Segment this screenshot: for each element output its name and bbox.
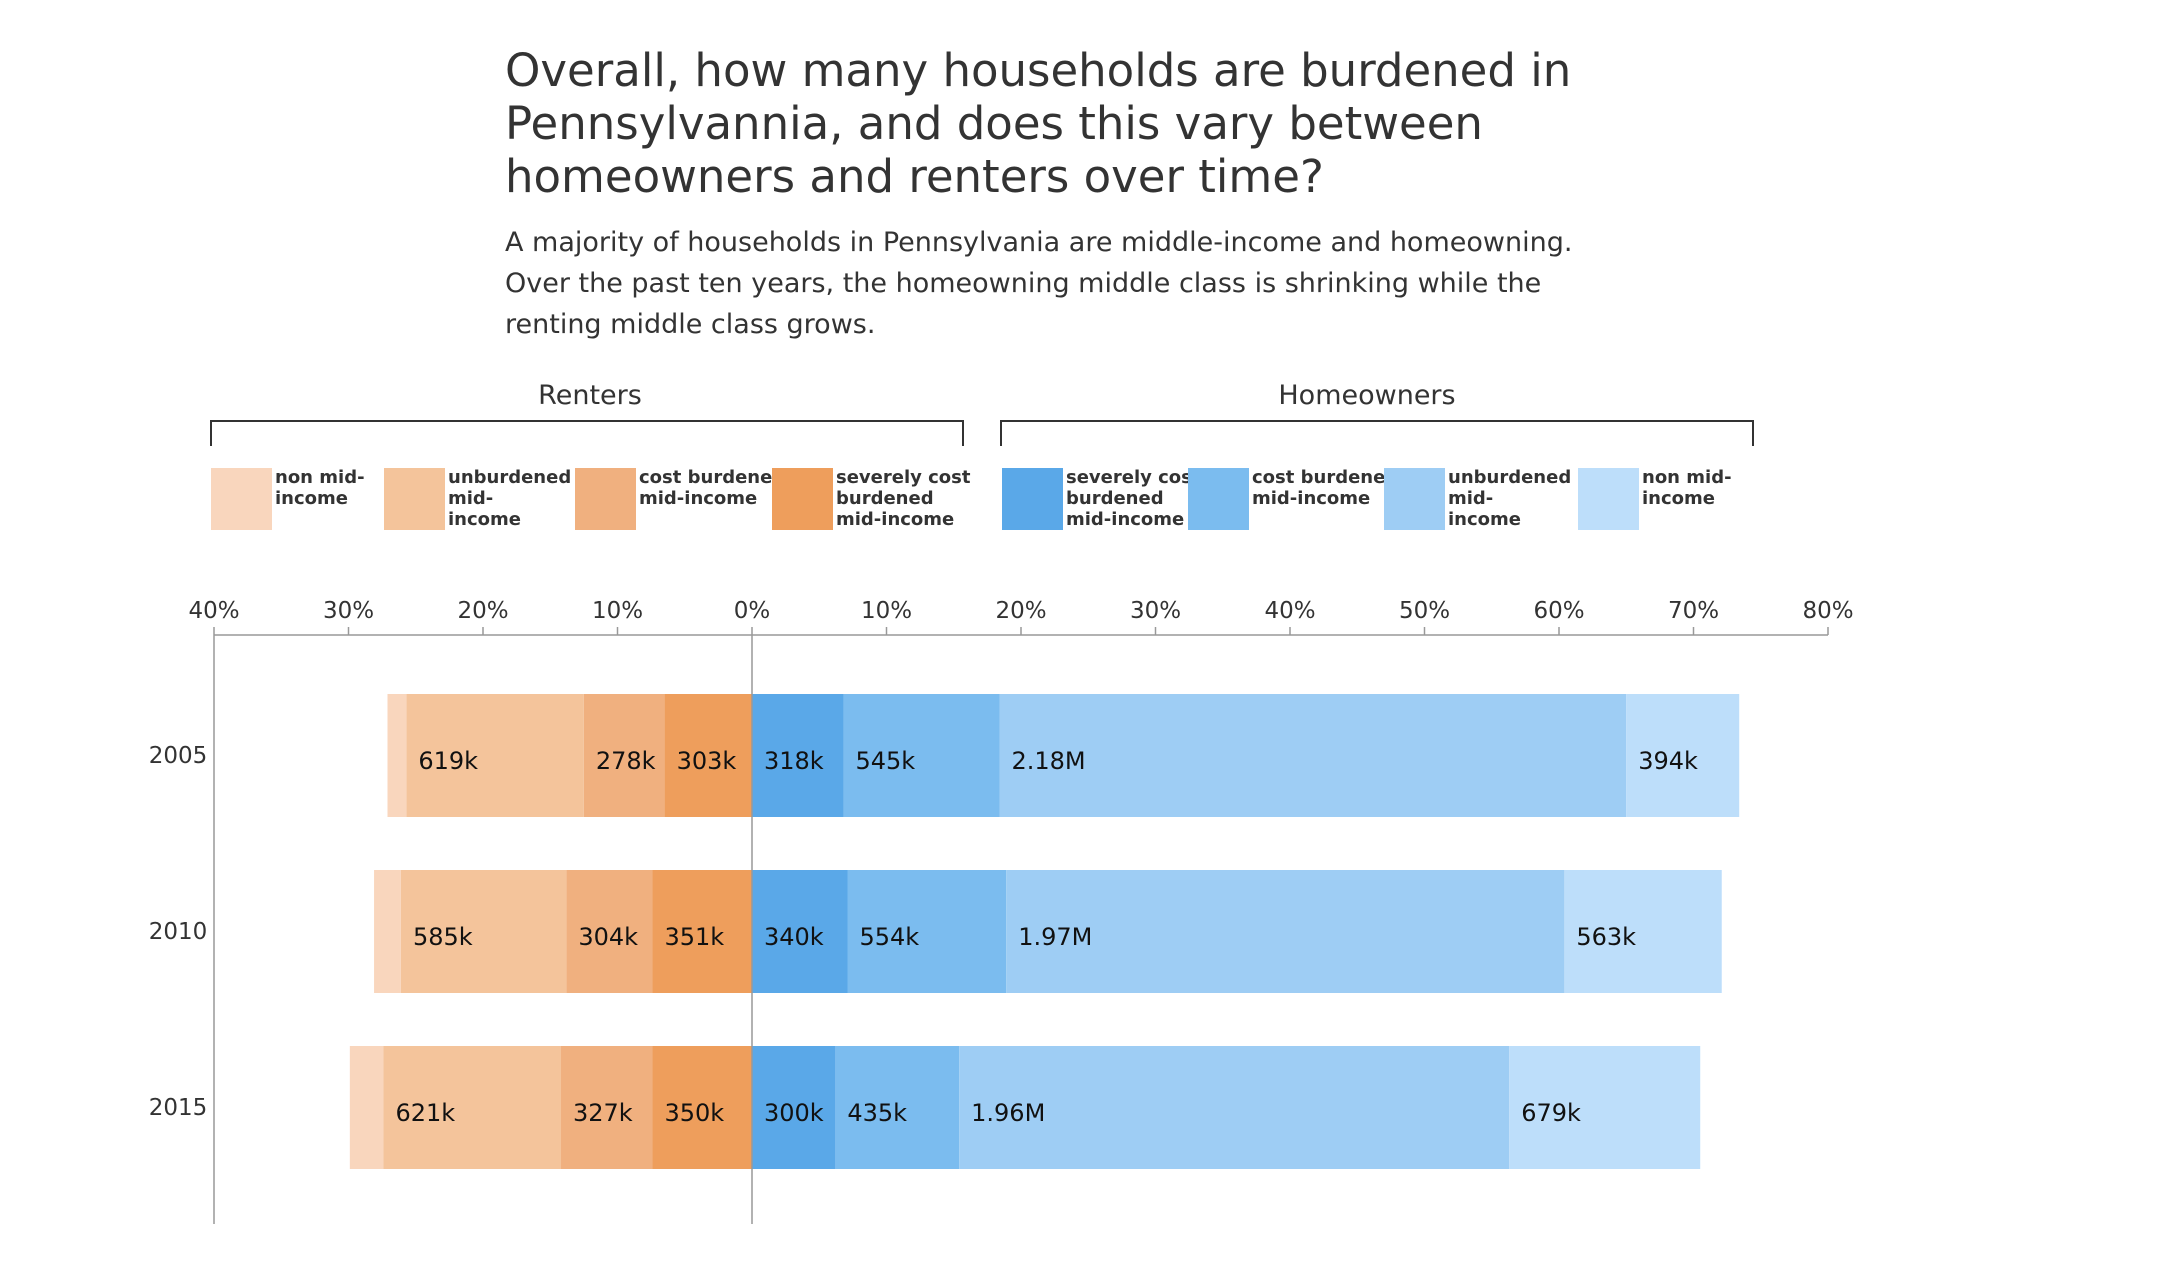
legend-swatch: [1578, 468, 1639, 530]
bar-renters-unburdened-mid-income: [406, 694, 584, 817]
x-tick-label: 20%: [457, 598, 508, 624]
bar-renters-cost-burdened-mid-income: [583, 694, 665, 817]
plot-area: 2005 303k 278k 619k 318k 545k 2.18M 394k 2010 351…: [149, 635, 1740, 1224]
data-label: 619k: [418, 747, 478, 775]
x-tick-label: 70%: [1668, 598, 1719, 624]
legend-item-r-cb: cost burdened mid-income: [575, 467, 785, 530]
bar-renters-severely-cost-burdened-mid-income: [664, 694, 752, 817]
x-tick-label: 10%: [861, 598, 912, 624]
legend: non mid-income unburdened mid-income cost b…: [211, 467, 1732, 530]
legend-item-h-unb: unburdened mid-income: [1384, 467, 1571, 530]
x-tick-label: 40%: [1264, 598, 1315, 624]
row-2005: 2005 303k 278k 619k 318k 545k 2.18M 394k: [149, 694, 1740, 817]
data-label: 563k: [1576, 923, 1636, 951]
legend-label: unburdened mid-income: [1448, 467, 1571, 530]
legend-label: cost burdened mid-income: [1252, 467, 1398, 509]
bar-homeowners-non-mid-income: [1509, 1046, 1701, 1169]
data-label: 304k: [578, 923, 638, 951]
renters-bracket: [210, 420, 964, 446]
bar-renters-non-mid-income: [387, 694, 407, 817]
data-label: 278k: [596, 747, 656, 775]
x-tick-label: 60%: [1533, 598, 1584, 624]
x-tick-label: 0%: [734, 598, 771, 624]
bar-homeowners-non-mid-income: [1626, 694, 1740, 817]
bar-renters-cost-burdened-mid-income: [561, 1046, 653, 1169]
legend-swatch: [211, 468, 272, 530]
bar-homeowners-unburdened-mid-income: [999, 694, 1627, 817]
legend-label: severely cost burdened mid-income: [836, 467, 971, 530]
data-label: 340k: [764, 923, 824, 951]
bar-renters-unburdened-mid-income: [400, 870, 567, 993]
bar-renters-cost-burdened-mid-income: [566, 870, 653, 993]
x-tick-label: 50%: [1399, 598, 1450, 624]
x-tick-label: 20%: [995, 598, 1046, 624]
x-tick-label: 30%: [1130, 598, 1181, 624]
bar-homeowners-unburdened-mid-income: [959, 1046, 1510, 1169]
data-label: 350k: [664, 1099, 724, 1127]
data-label: 327k: [573, 1099, 633, 1127]
renters-group-label: Renters: [538, 380, 642, 411]
legend-swatch: [384, 468, 445, 530]
data-label: 585k: [413, 923, 473, 951]
bar-homeowners-severely-cost-burdened-mid-income: [752, 694, 844, 817]
legend-item-r-sev: severely cost burdened mid-income: [772, 467, 971, 530]
legend-label: severely cost burdened mid-income: [1066, 467, 1201, 530]
legend-label: non mid-income: [275, 467, 365, 509]
homeowners-bracket: [1000, 420, 1754, 446]
legend-item-h-cb: cost burdened mid-income: [1188, 467, 1398, 530]
legend-label: cost burdened mid-income: [639, 467, 785, 509]
bar-renters-non-mid-income: [374, 870, 401, 993]
data-label: 435k: [847, 1099, 907, 1127]
data-label: 394k: [1638, 747, 1698, 775]
bar-renters-severely-cost-burdened-mid-income: [652, 1046, 752, 1169]
page-title: Overall, how many households are burdene…: [505, 44, 1572, 203]
bar-renters-non-mid-income: [349, 1046, 384, 1169]
data-label: 554k: [859, 923, 919, 951]
legend-swatch: [772, 468, 833, 530]
legend-item-r-non: non mid-income: [211, 467, 365, 530]
data-label: 2.18M: [1011, 747, 1085, 775]
bar-renters-unburdened-mid-income: [383, 1046, 562, 1169]
legend-swatch: [575, 468, 636, 530]
homeowners-group-label: Homeowners: [1278, 380, 1455, 411]
legend-label: non mid-income: [1642, 467, 1732, 509]
data-label: 300k: [764, 1099, 824, 1127]
x-tick-label: 80%: [1802, 598, 1853, 624]
bar-homeowners-severely-cost-burdened-mid-income: [752, 1046, 836, 1169]
bar-homeowners-cost-burdened-mid-income: [835, 1046, 960, 1169]
bar-homeowners-cost-burdened-mid-income: [843, 694, 1000, 817]
legend-item-h-non: non mid-income: [1578, 467, 1732, 530]
legend-swatch: [1188, 468, 1249, 530]
page-subtitle: A majority of households in Pennsylvania…: [505, 227, 1573, 340]
legend-swatch: [1384, 468, 1445, 530]
x-tick-label: 30%: [323, 598, 374, 624]
x-tick-label: 40%: [188, 598, 239, 624]
data-label: 545k: [855, 747, 915, 775]
y-category-label: 2015: [149, 1095, 208, 1121]
data-label: 679k: [1521, 1099, 1581, 1127]
data-label: 1.97M: [1018, 923, 1092, 951]
bar-homeowners-non-mid-income: [1564, 870, 1722, 993]
x-axis: 40% 30% 20% 10% 0% 10% 20% 30% 40% 50% 60% 70% 80%: [188, 598, 1854, 1224]
data-label: 1.96M: [971, 1099, 1045, 1127]
row-2010: 2010 351k 304k 585k 340k 554k 1.97M 563k: [149, 870, 1722, 993]
y-category-label: 2005: [149, 743, 208, 769]
data-label: 351k: [664, 923, 724, 951]
legend-item-h-sev: severely cost burdened mid-income: [1002, 467, 1201, 530]
data-label: 621k: [395, 1099, 455, 1127]
legend-swatch: [1002, 468, 1063, 530]
x-tick-label: 10%: [592, 598, 643, 624]
bar-homeowners-unburdened-mid-income: [1006, 870, 1565, 993]
data-label: 303k: [677, 747, 737, 775]
row-2015: 2015 350k 327k 621k 300k 435k 1.96M 679k: [149, 1046, 1701, 1169]
legend-label: unburdened mid-income: [448, 467, 571, 530]
y-category-label: 2010: [149, 919, 208, 945]
bar-renters-severely-cost-burdened-mid-income: [652, 870, 752, 993]
legend-item-r-unb: unburdened mid-income: [384, 467, 571, 530]
bar-homeowners-cost-burdened-mid-income: [847, 870, 1007, 993]
bar-homeowners-severely-cost-burdened-mid-income: [752, 870, 848, 993]
data-label: 318k: [764, 747, 824, 775]
